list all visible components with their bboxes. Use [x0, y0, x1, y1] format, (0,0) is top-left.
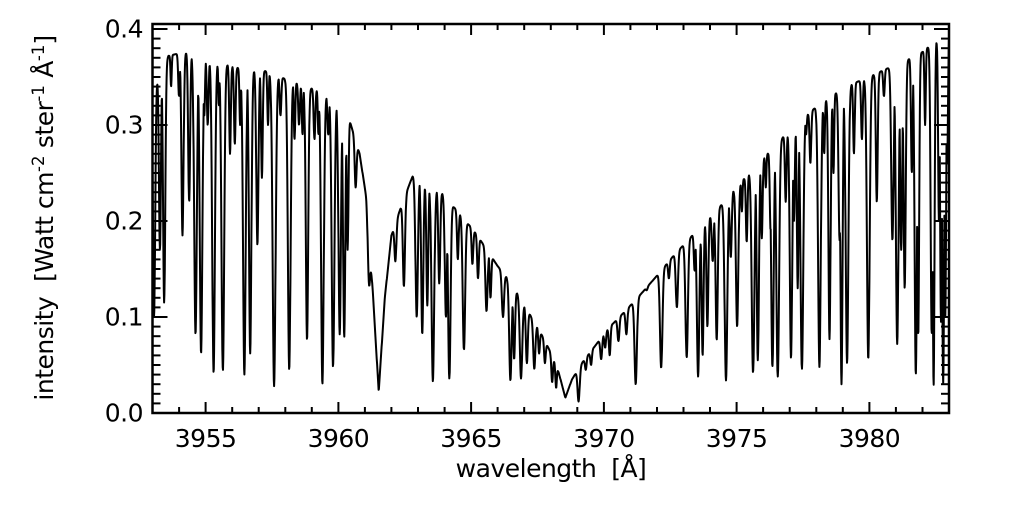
y-tick-label: 0.3: [105, 111, 143, 140]
x-tick-label: 3955: [175, 424, 237, 453]
tick-labels: 3955 3960 3965 3970 3975 3980 0.0 0.1 0.2 0.3 0.4: [105, 15, 901, 454]
y-axis-label: intensity [Watt cm-2 ster-1 Å-1]: [26, 35, 60, 401]
y-axis-label-superscript: -2: [28, 155, 48, 172]
y-axis-label-text: ster: [30, 101, 60, 156]
y-tick-label: 0.2: [105, 207, 143, 236]
y-axis-label-superscript: -1: [28, 44, 48, 62]
x-tick-label: 3970: [573, 424, 635, 453]
y-axis-label-text: intensity [Watt cm: [30, 172, 60, 401]
y-axis-label-superscript: -1: [28, 85, 48, 102]
x-tick-label: 3980: [839, 424, 901, 453]
y-axis-label-text: Å: [30, 61, 60, 86]
y-axis-label-text: ]: [30, 35, 60, 45]
y-tick-label: 0.4: [105, 15, 143, 44]
y-tick-label: 0.1: [105, 303, 143, 332]
x-tick-label: 3965: [440, 424, 502, 453]
spectrum-curve: [151, 39, 950, 403]
x-axis-label: wavelength [Å]: [455, 454, 647, 483]
y-tick-label: 0.0: [105, 399, 143, 428]
x-tick-label: 3975: [706, 424, 768, 453]
x-tick-label: 3960: [308, 424, 370, 453]
